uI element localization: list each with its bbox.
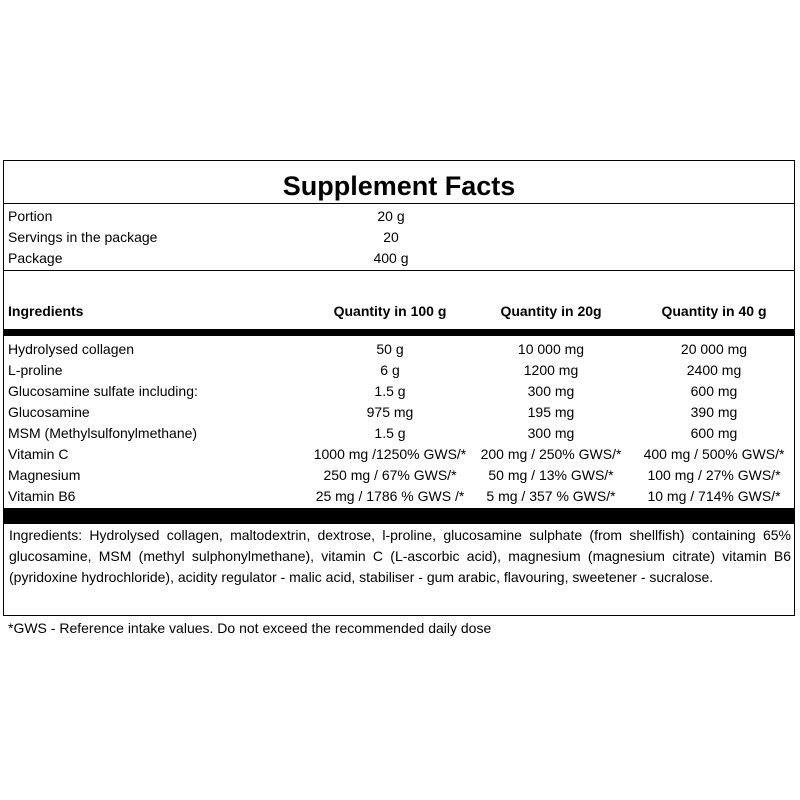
serving-label-package: Package (8, 250, 63, 266)
serving-divider (4, 270, 794, 271)
serving-value-servings: 20 (383, 229, 399, 245)
footnote: *GWS - Reference intake values. Do not e… (8, 620, 492, 636)
row-qty-100g: 50 g (376, 341, 404, 357)
row-name: MSM (Methylsulfonylmethane) (8, 425, 198, 441)
row-qty-20g: 1200 mg (523, 362, 579, 378)
row-qty-40g: 600 mg (690, 425, 738, 441)
row-qty-20g: 300 mg (527, 425, 575, 441)
row-qty-40g: 100 mg / 27% GWS/* (647, 467, 781, 483)
row-qty-20g: 50 mg / 13% GWS/* (488, 467, 614, 483)
row-qty-100g: 6 g (380, 362, 400, 378)
row-name: L-proline (8, 362, 63, 378)
row-name: Glucosamine sulfate including: (8, 383, 198, 399)
row-name: Hydrolysed collagen (8, 341, 135, 357)
serving-value-package: 400 g (373, 250, 409, 266)
row-qty-20g: 5 mg / 357 % GWS/* (486, 488, 616, 504)
header-ingredients: Ingredients (8, 303, 84, 319)
row-qty-40g: 600 mg (690, 383, 738, 399)
row-qty-100g: 250 mg / 67% GWS/* (323, 467, 457, 483)
row-qty-20g: 200 mg / 250% GWS/* (480, 446, 622, 462)
row-qty-100g: 1000 mg /1250% GWS/* (313, 446, 467, 462)
row-qty-40g: 10 mg / 714% GWS/* (647, 488, 781, 504)
header-qty-40g: Quantity in 40 g (661, 303, 767, 319)
row-name: Glucosamine (8, 404, 90, 420)
row-qty-20g: 300 mg (527, 383, 575, 399)
row-qty-20g: 195 mg (527, 404, 575, 420)
row-qty-40g: 390 mg (690, 404, 738, 420)
title-divider (4, 203, 794, 204)
serving-label-portion: Portion (8, 208, 53, 224)
row-qty-100g: 1.5 g (374, 425, 406, 441)
header-divider (4, 329, 794, 336)
row-qty-100g: 1.5 g (374, 383, 406, 399)
panel-title: Supplement Facts (282, 171, 516, 201)
serving-label-servings: Servings in the package (8, 229, 158, 245)
table-bottom-divider (4, 508, 794, 524)
row-name: Magnesium (8, 467, 81, 483)
row-qty-100g: 25 mg / 1786 % GWS /* (315, 488, 465, 504)
row-qty-40g: 20 000 mg (680, 341, 748, 357)
row-qty-20g: 10 000 mg (517, 341, 585, 357)
ingredients-text: Ingredients: Hydrolysed collagen, maltod… (9, 527, 791, 585)
header-qty-100g: Quantity in 100 g (333, 303, 447, 319)
supplement-facts-panel: Supplement Facts Portion 20 g Servings i… (3, 160, 795, 616)
row-qty-40g: 400 mg / 500% GWS/* (643, 446, 785, 462)
serving-value-portion: 20 g (377, 208, 405, 224)
row-name: Vitamin B6 (8, 488, 76, 504)
row-qty-40g: 2400 mg (686, 362, 742, 378)
header-qty-20g: Quantity in 20g (500, 303, 602, 319)
row-name: Vitamin C (8, 446, 69, 462)
row-qty-100g: 975 mg (366, 404, 414, 420)
